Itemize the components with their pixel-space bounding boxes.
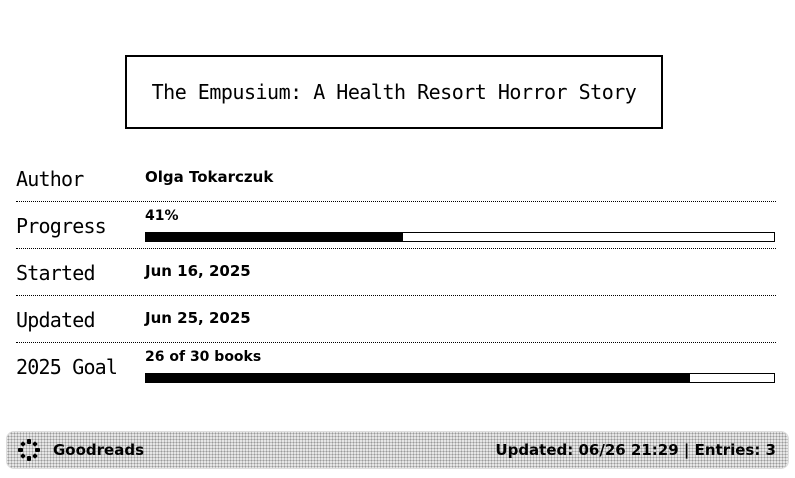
footer-source: Goodreads	[17, 438, 144, 462]
progress-row: Progress 41%	[16, 202, 776, 249]
details-list: Author Olga Tokarczuk Progress 41% Start…	[16, 155, 776, 389]
book-title: The Empusium: A Health Resort Horror Sto…	[151, 80, 637, 104]
author-row: Author Olga Tokarczuk	[16, 155, 776, 202]
updated-row: Updated Jun 25, 2025	[16, 296, 776, 343]
started-row: Started Jun 16, 2025	[16, 249, 776, 296]
started-value: Jun 16, 2025	[145, 262, 251, 280]
author-value: Olga Tokarczuk	[145, 168, 274, 186]
author-label: Author	[16, 167, 84, 191]
progress-value: 41%	[145, 208, 179, 224]
updated-label: Updated	[16, 308, 95, 332]
progress-bar-fill	[146, 233, 404, 241]
footer-source-name: Goodreads	[53, 441, 145, 459]
goodreads-logo-icon	[18, 439, 40, 461]
status-footer: Goodreads Updated: 06/26 21:29 | Entries…	[6, 431, 789, 469]
footer-status: Updated: 06/26 21:29 | Entries: 3	[495, 441, 776, 459]
progress-label: Progress	[16, 214, 107, 238]
goal-bar	[145, 373, 775, 383]
updated-value: Jun 25, 2025	[145, 309, 251, 327]
goal-row: 2025 Goal 26 of 30 books	[16, 343, 776, 389]
started-label: Started	[16, 261, 95, 285]
goal-bar-fill	[146, 374, 691, 382]
progress-bar	[145, 232, 775, 242]
goal-label: 2025 Goal	[16, 355, 118, 379]
book-title-box: The Empusium: A Health Resort Horror Sto…	[125, 55, 663, 129]
goal-value: 26 of 30 books	[145, 349, 262, 365]
